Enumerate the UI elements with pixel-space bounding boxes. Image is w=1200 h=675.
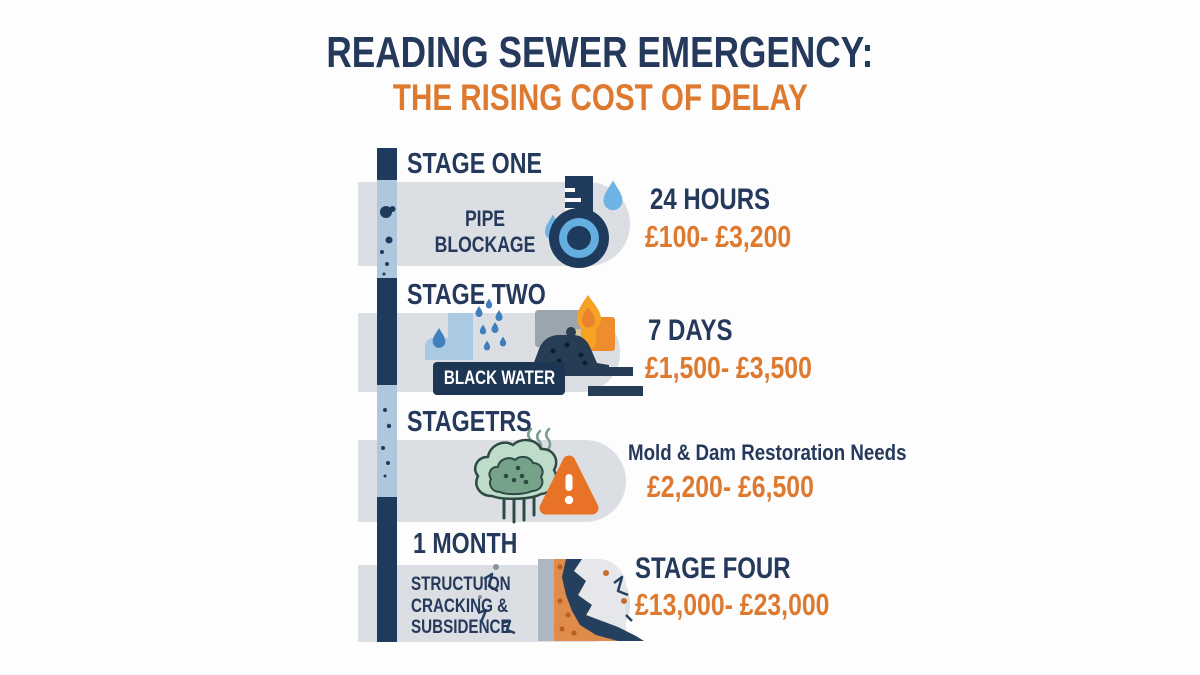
wall-crack-squiggles xyxy=(477,572,516,635)
pipe-debris-dots xyxy=(380,206,396,478)
stage-one-heading: STAGE ONE xyxy=(407,148,542,180)
drip-drops xyxy=(475,298,507,351)
stage-three-cost: £2,200- £6,500 xyxy=(647,469,814,504)
stage-three-heading: STAGETRS xyxy=(407,406,532,438)
stage-four-cost: £13,000- £23,000 xyxy=(635,587,830,622)
stage-four-duration: STAGE FOUR xyxy=(635,552,791,585)
stage-one-duration: 24 HOURS xyxy=(650,183,771,216)
stage-two-cost: £1,500- £3,500 xyxy=(645,350,812,385)
stage-one-cost: £100- £3,200 xyxy=(645,219,792,254)
page-subtitle: THE RISING COST OF DELAY xyxy=(0,77,1200,118)
page-title: READING SEWER EMERGENCY: xyxy=(0,28,1200,77)
stage-two-duration: 7 DAYS xyxy=(648,314,733,347)
black-water-label: BLACK WATER xyxy=(443,367,555,389)
structural-crack-icon xyxy=(477,559,644,641)
mold-warning-icon xyxy=(473,427,599,524)
stage-two-heading: STAGE TWO xyxy=(407,279,546,311)
crack-shape xyxy=(562,559,644,641)
page-subtitle-line2: THE RISING COST OF DELAY xyxy=(392,77,808,118)
thermometer-leak-icon xyxy=(544,176,623,268)
black-water-label-bar: BLACK WATER xyxy=(433,362,565,395)
page-title-line1: READING SEWER EMERGENCY: xyxy=(326,28,874,77)
stage-four-band-label: STRUCTUION CRACKING & SUBSIDENCE xyxy=(411,574,511,638)
stage-four-heading: 1 MONTH xyxy=(413,528,518,560)
sewer-pipe-graphic xyxy=(377,148,397,642)
stage-one-band-label: PIPE BLOCKAGE xyxy=(434,206,536,257)
stage-three-duration: Mold & Dam Restoration Needs xyxy=(628,440,907,465)
